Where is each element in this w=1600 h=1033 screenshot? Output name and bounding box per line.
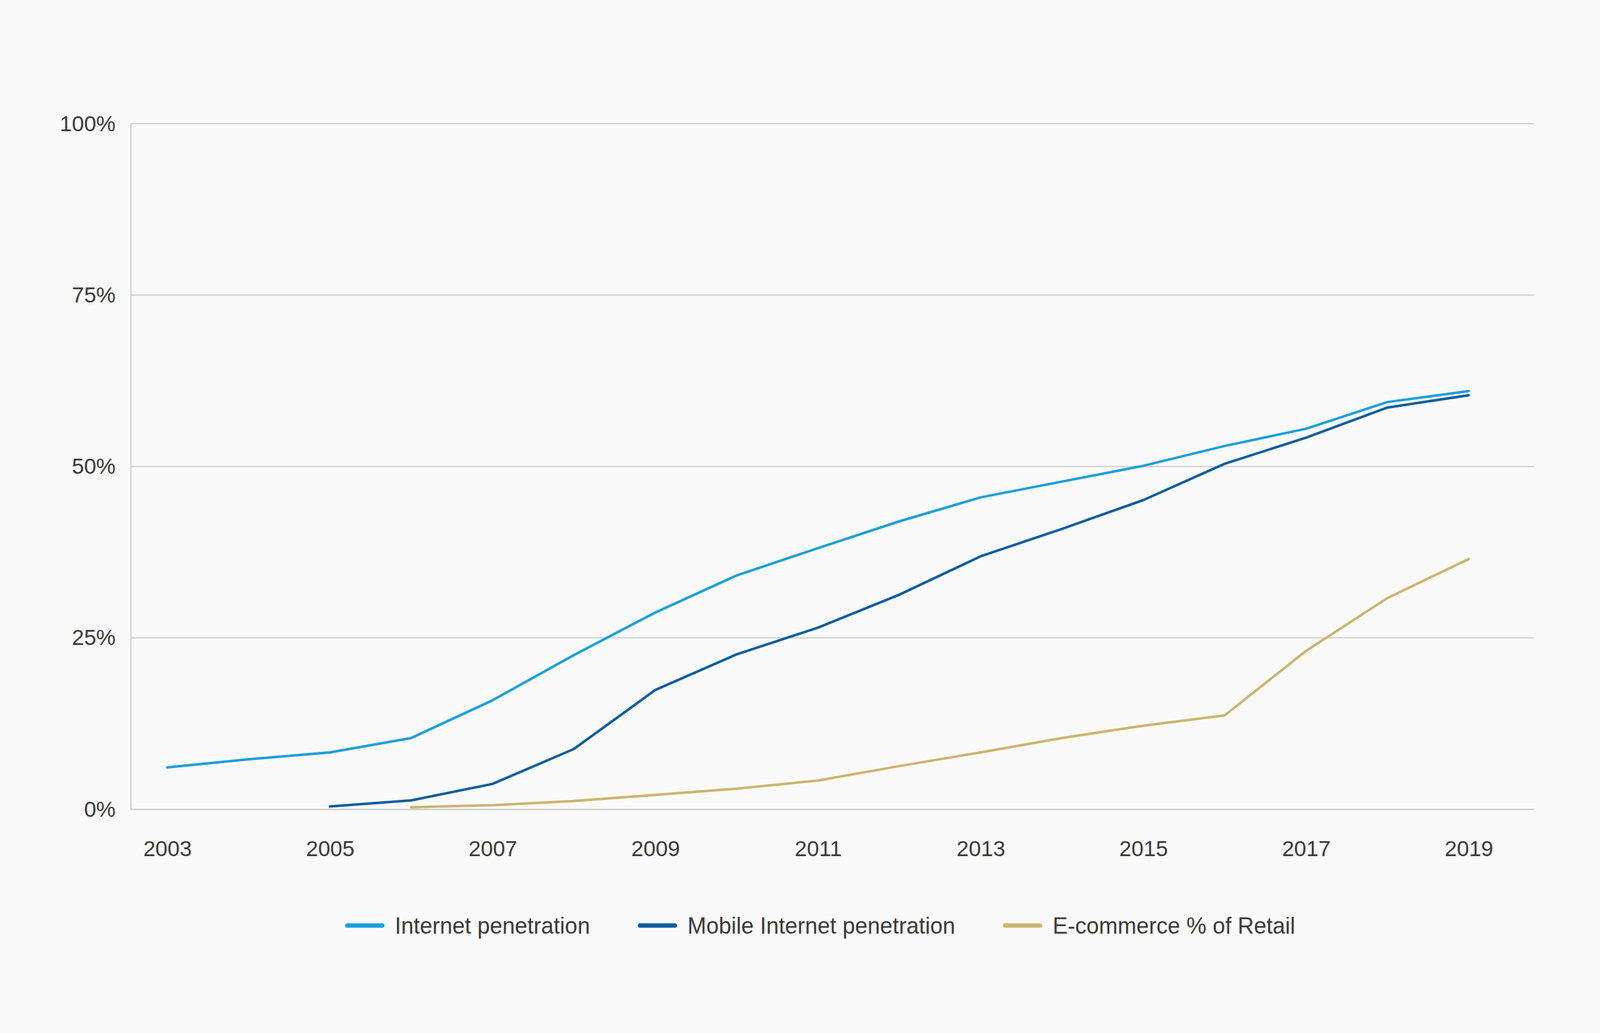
grid-line [130, 808, 1534, 810]
x-tick: 2011 [795, 809, 842, 861]
x-tick: 2009 [631, 809, 680, 861]
x-tick: 2015 [1119, 809, 1169, 861]
y-tick-label: 50% [71, 453, 116, 479]
y-tick-label: 0% [83, 796, 116, 822]
chart: 0%25%50%75%100%2003200520072009201120132… [0, 0, 1600, 1033]
legend-swatch [1005, 923, 1040, 929]
legend-item: Internet penetration [347, 913, 590, 939]
y-tick-label: 75% [71, 282, 116, 307]
x-tick-label: 2003 [143, 836, 192, 861]
grid [130, 123, 1534, 810]
y-axis-line [130, 124, 132, 810]
legend-item: Mobile Internet penetration [640, 913, 955, 939]
x-tick-label: 2017 [1281, 836, 1331, 861]
legend-item: E-commerce % of Retail [1005, 913, 1295, 939]
legend-label: Mobile Internet penetration [687, 913, 955, 939]
x-axis-line [131, 809, 1535, 811]
x-tick-label: 2013 [956, 836, 1006, 861]
x-tick: 2003 [143, 809, 192, 861]
legend-label: E-commerce % of Retail [1052, 913, 1295, 939]
series-line [330, 395, 1469, 807]
legend-label: Internet penetration [395, 913, 590, 939]
plot-area [167, 391, 1469, 808]
x-tick-label: 2015 [1119, 836, 1169, 861]
y-tick: 75% [71, 282, 131, 307]
series-line [411, 559, 1469, 808]
y-tick-label: 100% [59, 111, 116, 136]
x-tick-label: 2019 [1444, 836, 1494, 861]
x-tick-label: 2005 [305, 836, 355, 861]
x-tick: 2013 [956, 809, 1006, 861]
grid-line [130, 123, 1534, 125]
x-tick-label: 2009 [631, 836, 680, 861]
x-tick: 2005 [305, 809, 355, 861]
x-axis: 2003 2005 2007 2009 2011 2013 2015 2017 2019 [131, 809, 1535, 861]
y-tick-label: 25% [71, 625, 116, 650]
grid-line [130, 466, 1534, 468]
x-tick: 2007 [468, 809, 518, 861]
y-tick: 0% [83, 796, 131, 822]
x-tick-label: 2011 [795, 836, 842, 861]
legend: Internet penetration Mobile Internet pene… [347, 913, 1296, 939]
y-tick: 25% [71, 625, 131, 650]
x-tick: 2019 [1444, 809, 1494, 861]
y-tick: 100% [59, 111, 131, 136]
grid-line [130, 294, 1534, 296]
x-tick: 2017 [1281, 809, 1331, 861]
y-tick: 50% [71, 453, 131, 479]
legend-swatch [640, 923, 675, 929]
y-axis: 0% 25% 50% 75% 100% [59, 111, 131, 822]
legend-swatch [347, 923, 383, 929]
x-tick-label: 2007 [468, 836, 518, 861]
